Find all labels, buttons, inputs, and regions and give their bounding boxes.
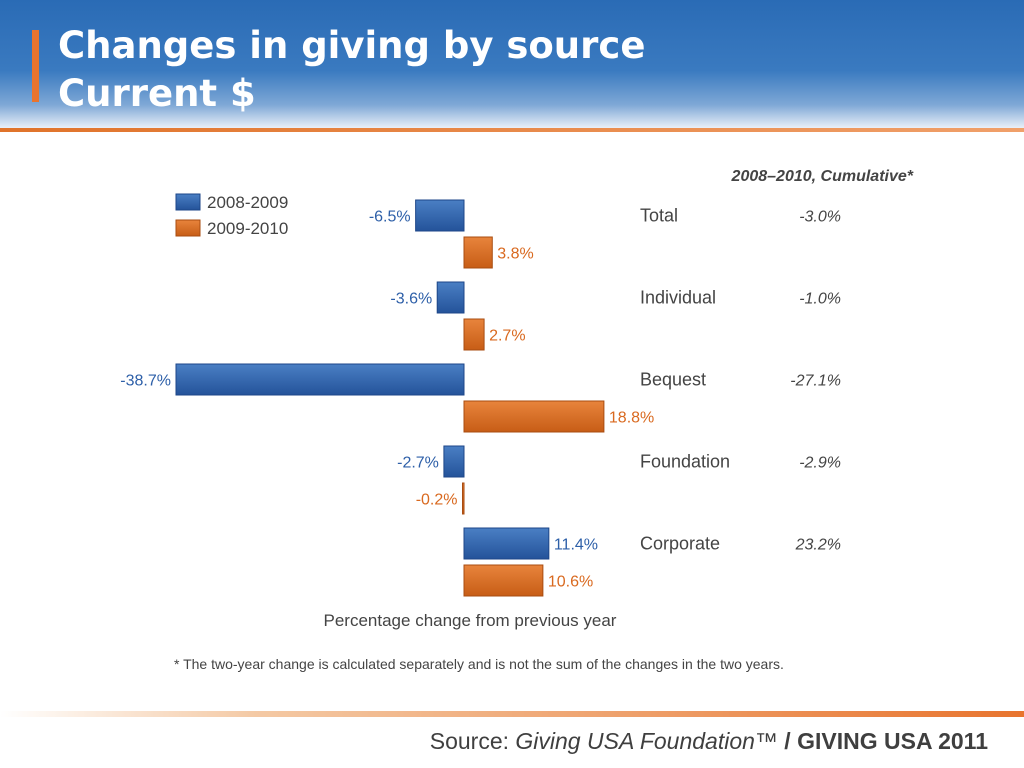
legend-swatch-2009-2010 bbox=[175, 219, 201, 237]
slide-header bbox=[0, 0, 1024, 128]
value-labels: -6.5% 3.8% -3.6% 2.7% -38.7% 18.8% -2.7% -0.2% 1… bbox=[120, 209, 654, 591]
bar-bequest-2009-2010 bbox=[463, 400, 605, 433]
bar-group bbox=[175, 199, 605, 597]
bar-foundation-2009-2010 bbox=[462, 482, 465, 515]
bar-corporate-2009-2010 bbox=[463, 564, 544, 597]
slide-subtitle: Current $ bbox=[58, 72, 256, 115]
bar-bequest-2008-2009 bbox=[175, 363, 465, 396]
bar-total-2009-2010 bbox=[463, 236, 493, 269]
category-label-total: Total bbox=[640, 206, 678, 226]
cumulative-value-corporate: 23.2% bbox=[795, 537, 841, 554]
source-publisher: Giving USA Foundation™ bbox=[515, 728, 778, 754]
category-labels: Total Individual Bequest Foundation Corporat… bbox=[640, 206, 730, 554]
category-label-foundation: Foundation bbox=[640, 452, 730, 472]
value-label-total-2008-2009: -6.5% bbox=[369, 209, 411, 226]
category-label-bequest: Bequest bbox=[640, 370, 706, 390]
cumulative-column: -3.0% -1.0% -27.1% -2.9% 23.2% 2008–2010, Cum… bbox=[731, 168, 914, 554]
cumulative-value-foundation: -2.9% bbox=[799, 455, 841, 472]
value-label-total-2009-2010: 3.8% bbox=[497, 246, 533, 263]
value-label-individual-2008-2009: -3.6% bbox=[390, 291, 432, 308]
giving-change-chart: 2008-2009 2009-2010 -6.5% 3.8% -3.6% 2.7% -38… bbox=[120, 168, 914, 672]
value-label-foundation-2008-2009: -2.7% bbox=[397, 455, 439, 472]
cumulative-value-individual: -1.0% bbox=[799, 291, 841, 308]
value-label-corporate-2008-2009: 11.4% bbox=[554, 537, 598, 554]
value-label-foundation-2009-2010: -0.2% bbox=[416, 492, 458, 509]
bar-individual-2008-2009 bbox=[436, 281, 465, 314]
value-label-bequest-2008-2009: -38.7% bbox=[120, 373, 171, 390]
source-credit: Source: Giving USA Foundation™ / GIVING … bbox=[430, 728, 988, 755]
value-label-individual-2009-2010: 2.7% bbox=[489, 328, 525, 345]
title-accent-bar bbox=[32, 30, 39, 102]
cumulative-header: 2008–2010, Cumulative* bbox=[731, 168, 914, 185]
legend-label-2009-2010: 2009-2010 bbox=[207, 219, 288, 238]
category-label-corporate: Corporate bbox=[640, 534, 720, 554]
header-divider bbox=[0, 128, 1024, 132]
cumulative-value-bequest: -27.1% bbox=[790, 373, 841, 390]
footer-divider bbox=[0, 711, 1024, 717]
bar-corporate-2008-2009 bbox=[463, 527, 550, 560]
bar-foundation-2008-2009 bbox=[443, 445, 465, 478]
bar-individual-2009-2010 bbox=[463, 318, 485, 351]
value-label-bequest-2009-2010: 18.8% bbox=[609, 410, 654, 427]
bar-total-2008-2009 bbox=[415, 199, 465, 232]
footnote: * The two-year change is calculated sepa… bbox=[174, 656, 784, 672]
legend-label-2008-2009: 2008-2009 bbox=[207, 193, 288, 212]
value-label-corporate-2009-2010: 10.6% bbox=[548, 574, 593, 591]
legend-swatch-2008-2009 bbox=[175, 193, 201, 211]
chart-legend: 2008-2009 2009-2010 bbox=[175, 193, 288, 238]
x-axis-label: Percentage change from previous year bbox=[324, 611, 617, 630]
slide-title: Changes in giving by source bbox=[58, 24, 646, 67]
source-publication: / GIVING USA 2011 bbox=[777, 728, 988, 754]
category-label-individual: Individual bbox=[640, 288, 716, 308]
source-prefix: Source: bbox=[429, 728, 516, 754]
cumulative-value-total: -3.0% bbox=[799, 209, 841, 226]
